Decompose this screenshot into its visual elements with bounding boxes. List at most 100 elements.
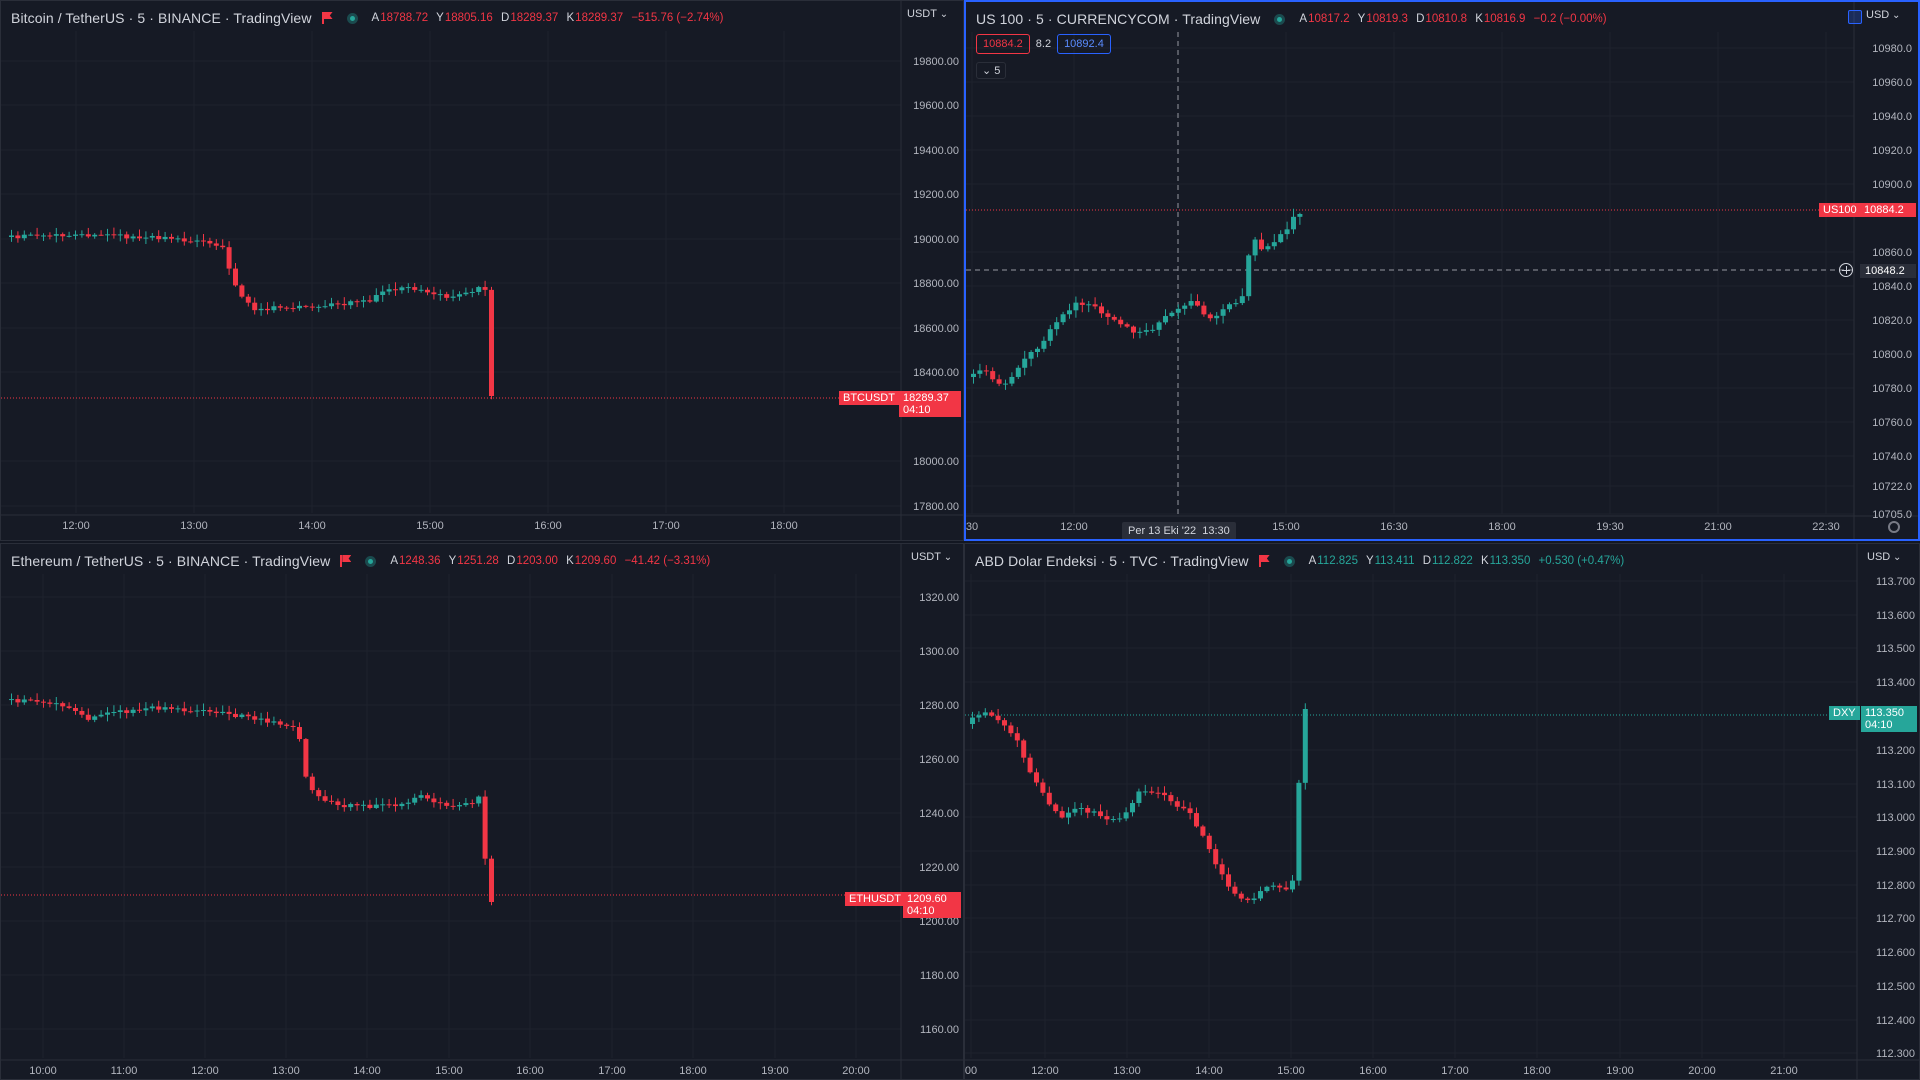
price-axis-tick-label: 113.400 — [1876, 677, 1915, 689]
time-axis-tick-label: 13:00 — [1113, 1065, 1141, 1077]
time-axis-tick-label: 14:00 — [298, 520, 326, 532]
candle-body — [169, 707, 174, 709]
ohlc-low: 112.822 — [1432, 555, 1473, 567]
ohlc-high: 1251.28 — [457, 555, 499, 567]
ohlc-high: 10819.3 — [1366, 13, 1408, 25]
candle-body — [995, 715, 1001, 721]
dxy-candle-chart[interactable]: 113.700 113.600 113.500 113.400 113.200 113.1… — [965, 544, 1920, 1080]
candle-body — [393, 804, 398, 807]
crosshair-plus-icon[interactable] — [1839, 263, 1853, 277]
ethusdt-candle-chart[interactable]: 1320.00 1300.00 1280.00 1260.00 1240.00 1220.… — [1, 544, 964, 1080]
collapse-indicators-button[interactable]: ⌄ 5 — [976, 62, 1007, 79]
market-open-dot-icon — [346, 12, 358, 24]
sell-price-button[interactable]: 10884.2 — [976, 34, 1030, 54]
candle-body — [1302, 709, 1308, 783]
candle-body — [469, 803, 475, 805]
flag-icon[interactable] — [321, 12, 333, 24]
candle-body — [258, 308, 264, 311]
candle-body — [309, 776, 315, 791]
ohlc-key: K — [1480, 555, 1489, 567]
us100-candle-chart[interactable]: 10980.0 10960.0 10940.0 10920.0 10900.0 10860… — [966, 2, 1918, 539]
candle-body — [1098, 811, 1103, 817]
us100-legend: US 100 · 5 · CURRENCYCOM · TradingView A… — [976, 9, 1612, 29]
candle-body — [457, 805, 462, 807]
candle-body — [1123, 812, 1129, 819]
time-axis-tick-label: 14:00 — [353, 1065, 381, 1077]
candle-body — [117, 710, 123, 713]
candle-body — [996, 379, 1002, 384]
candle-body — [373, 804, 379, 808]
ethusdt-currency-select[interactable]: USDT — [911, 551, 952, 563]
candle-body — [41, 701, 46, 703]
chart-pane-dxy[interactable]: 113.700 113.600 113.500 113.400 113.200 113.1… — [964, 543, 1920, 1080]
candle-body — [149, 235, 155, 238]
ethusdt-symbol-title[interactable]: Ethereum / TetherUS · 5 · BINANCE · Trad… — [11, 553, 331, 569]
flag-icon[interactable] — [1258, 555, 1270, 567]
price-axis-tick-label: 1300.00 — [919, 646, 959, 658]
candle-body — [418, 289, 424, 291]
chart-pane-us100[interactable]: 10980.0 10960.0 10940.0 10920.0 10900.0 10860… — [964, 0, 1920, 541]
spread-value: 8.2 — [1035, 38, 1052, 50]
btcusdt-candle-chart[interactable]: 19800.00 19600.00 19400.00 19200.00 19000.00… — [1, 1, 964, 541]
dxy-symbol-title[interactable]: ABD Dolar Endeksi · 5 · TVC · TradingVie… — [975, 553, 1249, 569]
candle-body — [271, 306, 277, 311]
candle-body — [1291, 216, 1296, 230]
candle-body — [117, 234, 123, 236]
candle-body — [1246, 255, 1252, 297]
candle-body — [1054, 322, 1060, 330]
time-axis-tick-label: 14:00 — [1195, 1065, 1223, 1077]
btcusdt-legend: Bitcoin / TetherUS · 5 · BINANCE · Tradi… — [11, 8, 728, 28]
candle-body — [1118, 319, 1124, 325]
ohlc-key: K — [1475, 13, 1483, 25]
candle-body — [1206, 835, 1212, 850]
us100-currency-select[interactable]: USD — [1866, 9, 1900, 21]
candle-body — [9, 235, 14, 237]
candle-body — [1021, 740, 1027, 758]
candle-body — [201, 240, 206, 242]
chart-pane-ethusdt[interactable]: 1320.00 1300.00 1280.00 1260.00 1240.00 1220.… — [0, 543, 964, 1080]
us100-symbol-title[interactable]: US 100 · 5 · CURRENCYCOM · TradingView — [976, 11, 1261, 27]
candle-body — [1175, 308, 1181, 313]
candle-body — [1137, 331, 1143, 333]
price-axis-tick-label: 112.600 — [1876, 947, 1915, 959]
candle-body — [1297, 214, 1303, 217]
candle-body — [977, 370, 983, 374]
price-axis-tick-label: 113.500 — [1876, 643, 1915, 655]
ohlc-open: 112.825 — [1317, 555, 1358, 567]
buy-price-button[interactable]: 10892.4 — [1057, 34, 1111, 54]
chart-background — [1, 1, 963, 540]
price-axis-tick-label: 17800.00 — [913, 501, 959, 513]
price-axis-tick-label: 1160.00 — [920, 1024, 959, 1036]
price-axis-tick-label: 112.300 — [1876, 1048, 1915, 1060]
price-axis-tick-label: 112.400 — [1876, 1015, 1915, 1027]
candle-body — [226, 247, 232, 269]
dxy-currency-select[interactable]: USD — [1867, 551, 1901, 563]
candle-body — [79, 234, 85, 236]
btcusdt-symbol-title[interactable]: Bitcoin / TetherUS · 5 · BINANCE · Tradi… — [11, 10, 312, 26]
time-axis-tick-label: 18:00 — [1488, 521, 1516, 533]
candle-body — [1213, 849, 1219, 865]
price-axis-tick-label: 1240.00 — [919, 808, 959, 820]
chart-pane-btcusdt[interactable]: 19800.00 19600.00 19400.00 19200.00 19000.00… — [0, 0, 964, 541]
time-axis-tick-label: 20:00 — [842, 1065, 870, 1077]
candle-body — [162, 236, 168, 240]
btcusdt-currency-select[interactable]: USDT — [907, 8, 948, 20]
dxy-legend: ABD Dolar Endeksi · 5 · TVC · TradingVie… — [975, 551, 1629, 571]
settings-gear-icon[interactable] — [1888, 521, 1900, 533]
price-axis-tick-label: 10960.0 — [1872, 77, 1912, 89]
candle-body — [1028, 352, 1034, 359]
candle-body — [1188, 301, 1194, 306]
time-axis-tick-label: 15:00 — [416, 520, 444, 532]
time-axis-tick-label: 16:30 — [1380, 521, 1408, 533]
candle-body — [1035, 348, 1040, 353]
candle-body — [348, 804, 354, 808]
candle-body — [1078, 808, 1084, 810]
candle-body — [105, 712, 110, 715]
candle-body — [21, 234, 27, 239]
candle-body — [220, 711, 226, 714]
maximize-window-icon[interactable] — [1848, 10, 1862, 24]
candle-body — [335, 303, 341, 305]
ohlc-change: −41.42 (−3.31%) — [624, 555, 711, 567]
candle-body — [437, 802, 443, 804]
flag-icon[interactable] — [340, 555, 351, 567]
